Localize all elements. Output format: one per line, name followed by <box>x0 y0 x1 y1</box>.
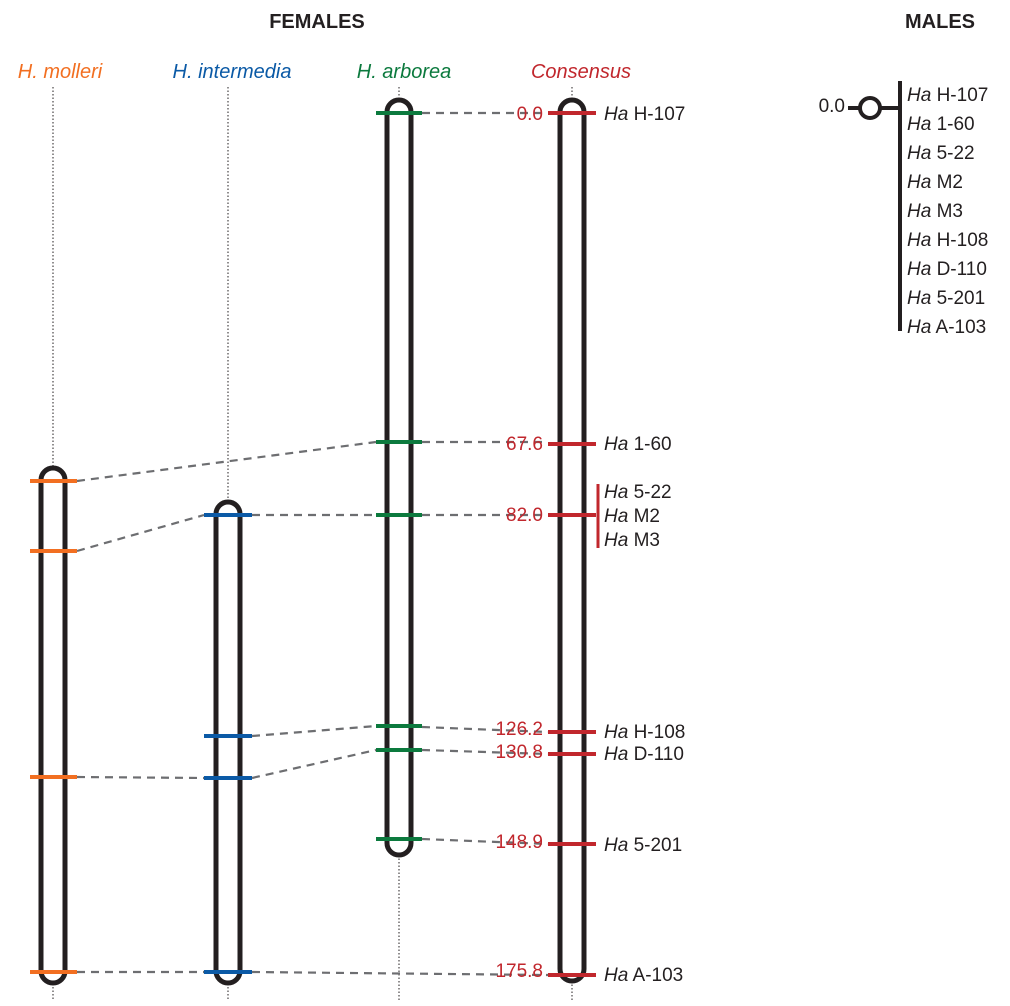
females-header: FEMALES <box>269 11 365 33</box>
position-label: 175.8 <box>495 961 543 982</box>
species-label-consensus: Consensus <box>531 61 631 83</box>
marker-label: Ha H-107 <box>604 104 685 125</box>
males-marker-label: Ha A-103 <box>907 317 986 338</box>
males-chromosome <box>858 96 882 120</box>
marker-label: Ha 5-201 <box>604 835 682 856</box>
connector-line <box>251 970 549 977</box>
males-marker-label: Ha H-108 <box>907 230 988 251</box>
males-marker-label: Ha 1-60 <box>907 114 975 135</box>
males-marker-label: Ha M3 <box>907 201 963 222</box>
consensus-positions: 0.0 67.6 82.0 126.2 130.8 148.9 175.8 <box>495 104 543 982</box>
chromosome-intermedia <box>213 499 243 986</box>
connector-line <box>421 748 549 756</box>
males-map: 0.0 Ha H-107 Ha 1-60 Ha 5-22 Ha M2 Ha M3… <box>819 81 988 338</box>
position-label: 82.0 <box>506 505 543 526</box>
position-label: 130.8 <box>495 742 543 763</box>
connector-lines <box>76 111 549 977</box>
ticks-arborea <box>376 111 422 841</box>
position-label: 126.2 <box>495 719 543 740</box>
connector-line <box>76 775 205 780</box>
connector-line <box>251 724 377 738</box>
chromosome-molleri <box>38 465 68 986</box>
guide-lines <box>52 87 573 1001</box>
males-position-label: 0.0 <box>819 96 845 117</box>
males-marker-label: Ha 5-22 <box>907 143 975 164</box>
marker-label: Ha H-108 <box>604 722 685 743</box>
marker-label: Ha 5-22 <box>604 482 672 503</box>
connector-line <box>76 440 377 483</box>
consensus-markers: Ha H-107 Ha 1-60 Ha 5-22 Ha M2 Ha M3 Ha … <box>604 104 685 986</box>
connector-line <box>421 837 549 846</box>
connector-line <box>421 725 549 734</box>
position-label: 148.9 <box>495 832 543 853</box>
males-marker-label: Ha D-110 <box>907 259 987 280</box>
chromosomes <box>38 97 587 986</box>
species-label-arborea: H. arborea <box>357 61 452 83</box>
marker-label: Ha 1-60 <box>604 434 672 455</box>
males-marker-label: Ha 5-201 <box>907 288 985 309</box>
marker-label: Ha M2 <box>604 506 660 527</box>
males-marker-label: Ha M2 <box>907 172 963 193</box>
species-label-molleri: H. molleri <box>18 61 103 83</box>
ticks-consensus <box>548 111 600 977</box>
ticks-molleri <box>30 479 77 974</box>
connector-line <box>251 748 377 780</box>
chromosome-arborea <box>384 97 414 858</box>
position-label: 67.6 <box>506 434 543 455</box>
ticks-intermedia <box>204 513 252 974</box>
marker-label: Ha A-103 <box>604 965 683 986</box>
marker-label: Ha M3 <box>604 530 660 551</box>
marker-label: Ha D-110 <box>604 744 684 765</box>
males-marker-label: Ha H-107 <box>907 85 988 106</box>
position-label: 0.0 <box>517 104 543 125</box>
connector-line <box>76 513 205 553</box>
species-label-intermedia: H. intermedia <box>173 61 292 83</box>
males-header: MALES <box>905 11 975 33</box>
chromosome-consensus <box>557 97 587 984</box>
